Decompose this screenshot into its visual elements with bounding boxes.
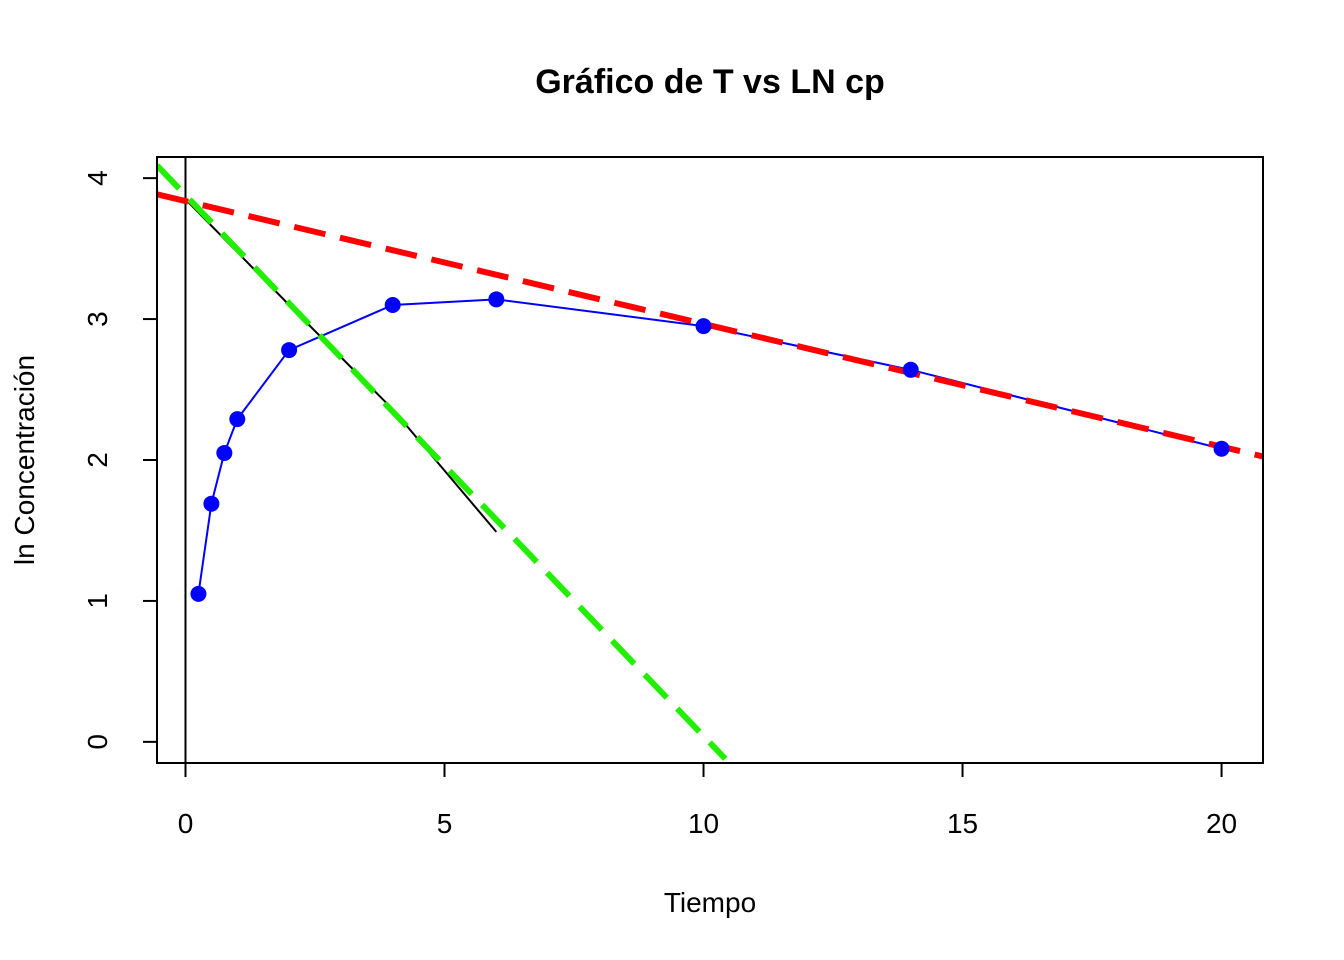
y-tick-label: 4 (82, 170, 113, 186)
data-point (229, 411, 246, 428)
series-line (184, 198, 498, 533)
x-tick-label: 15 (947, 808, 978, 839)
x-tick-label: 0 (178, 808, 194, 839)
chart-title: Gráfico de T vs LN cp (535, 63, 885, 101)
y-axis: 0 1 2 3 4 (82, 170, 158, 750)
data-point (203, 495, 220, 512)
x-tick-label: 20 (1206, 808, 1237, 839)
x-tick-label: 5 (437, 808, 453, 839)
data-point (1213, 440, 1230, 457)
y-axis-label: ln Concentración (9, 355, 40, 565)
data-point (384, 296, 401, 313)
plot-content (157, 157, 1263, 763)
plot-area (157, 157, 1263, 763)
series-dashed-line (157, 163, 728, 761)
y-tick-label: 0 (82, 734, 113, 750)
y-tick-label: 1 (82, 593, 113, 609)
y-tick-label: 3 (82, 311, 113, 327)
x-axis-label: Tiempo (664, 887, 756, 918)
data-point (488, 291, 505, 308)
plot-frame (156, 156, 1264, 764)
x-tick-label: 10 (688, 808, 719, 839)
x-axis: 0 5 10 15 20 (178, 762, 1237, 839)
data-point (190, 585, 207, 602)
data-point (216, 444, 233, 461)
data-point (695, 318, 712, 335)
data-point (902, 361, 919, 378)
y-tick-label: 2 (82, 452, 113, 468)
series-line-data (197, 298, 1222, 595)
data-point (281, 342, 298, 359)
